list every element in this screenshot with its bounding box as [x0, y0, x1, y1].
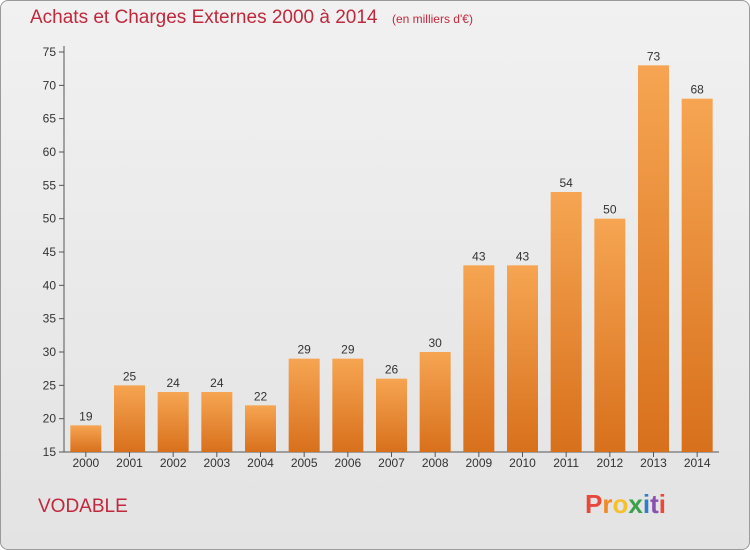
bar — [70, 425, 102, 452]
logo-letter: o — [612, 489, 629, 519]
bar-value-label: 43 — [516, 249, 530, 263]
bar-value-label: 29 — [297, 343, 311, 357]
x-tick-label: 2010 — [509, 456, 536, 470]
y-tick-label: 50 — [43, 212, 57, 226]
bar — [201, 392, 233, 452]
bar-value-label: 50 — [603, 203, 617, 217]
bar-value-label: 25 — [123, 369, 137, 383]
bar-value-label: 24 — [210, 376, 224, 390]
x-tick-label: 2013 — [640, 456, 667, 470]
chart-title-block: Achats et Charges Externes 2000 à 2014 (… — [30, 7, 473, 29]
chart-unit: (en milliers d'€) — [391, 12, 473, 26]
y-tick-label: 25 — [43, 378, 57, 392]
bar-value-label: 68 — [690, 83, 704, 97]
bar — [114, 385, 145, 452]
x-tick-label: 2009 — [465, 456, 492, 470]
logo-letter: r — [602, 489, 613, 519]
x-tick-label: 2007 — [378, 456, 405, 470]
x-tick-label: 2003 — [203, 456, 230, 470]
bar — [507, 265, 538, 452]
bar-value-label: 43 — [472, 249, 486, 263]
x-tick-label: 2008 — [422, 456, 449, 470]
chart-title: Achats et Charges Externes 2000 à 2014 — [30, 7, 378, 28]
data-labels: 19 25 24 24 22 29 29 26 30 43 43 54 50 73 68 — [79, 49, 704, 423]
bar-value-label: 73 — [647, 49, 661, 63]
x-tick-label: 2011 — [553, 456, 579, 470]
y-tick-label: 45 — [43, 245, 57, 259]
y-tick-label: 65 — [43, 112, 57, 126]
y-tick-label: 75 — [43, 45, 57, 59]
x-tick-label: 2006 — [334, 456, 361, 470]
logo-letter: i — [642, 489, 651, 519]
logo-letter: P — [585, 489, 603, 519]
bar — [594, 218, 626, 452]
bar-value-label: 26 — [385, 363, 399, 377]
x-tick-label: 2002 — [160, 456, 187, 470]
x-tick-label: 2014 — [684, 456, 711, 470]
bar-value-label: 54 — [559, 176, 573, 190]
logo-letter: x — [628, 489, 643, 519]
y-tick-label: 15 — [43, 445, 57, 459]
y-tick-label: 30 — [43, 345, 57, 359]
bar — [681, 98, 713, 453]
y-tick-label: 60 — [43, 145, 57, 159]
bar — [419, 352, 451, 452]
bar — [245, 405, 276, 452]
bar — [332, 358, 364, 452]
bar-value-label: 22 — [254, 389, 268, 403]
bar — [157, 392, 189, 452]
bar-value-label: 24 — [166, 376, 180, 390]
logo-letter: i — [658, 489, 666, 519]
y-tick-label: 55 — [43, 178, 57, 192]
x-tick-label: 2004 — [247, 456, 274, 470]
bar — [376, 378, 407, 452]
bar — [550, 192, 582, 452]
commune-name: VODABLE — [38, 496, 128, 517]
y-tick-label: 20 — [43, 412, 57, 426]
proxiti-logo: Proxiti — [585, 489, 666, 520]
bar — [463, 265, 495, 452]
y-tick-label: 70 — [43, 78, 57, 92]
bar — [288, 358, 320, 452]
x-tick-label: 2000 — [72, 456, 99, 470]
x-tick-label: 2001 — [116, 456, 143, 470]
x-tick-label: 2012 — [596, 456, 623, 470]
bar-value-label: 29 — [341, 343, 355, 357]
bars — [70, 65, 713, 453]
logo-letter: t — [650, 489, 659, 519]
x-tick-label: 2005 — [291, 456, 318, 470]
bar-value-label: 19 — [79, 409, 93, 423]
y-tick-label: 35 — [43, 312, 57, 326]
bar-value-label: 30 — [428, 336, 442, 350]
bar — [638, 65, 669, 452]
y-tick-label: 40 — [43, 278, 57, 292]
